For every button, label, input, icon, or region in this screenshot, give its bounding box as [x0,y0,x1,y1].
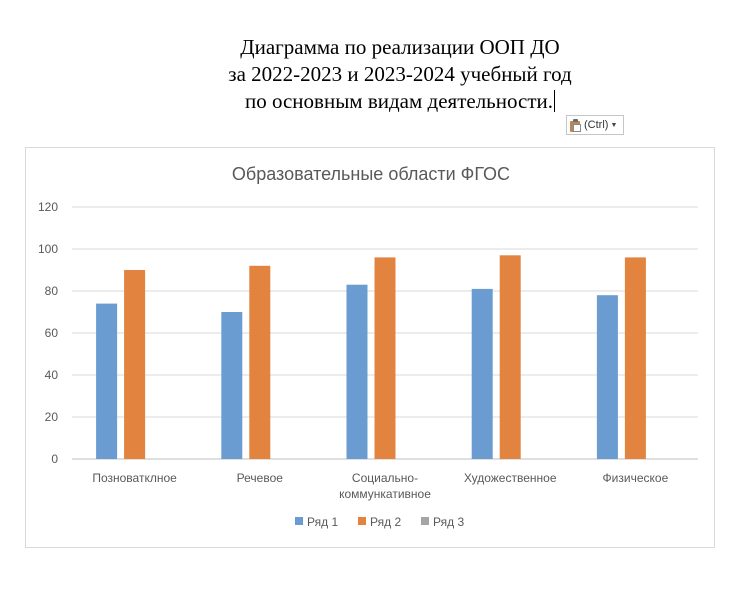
bar-series-1-cat-4 [471,288,493,459]
bar-series-2-cat-1 [124,270,146,459]
legend-swatch-2 [358,517,366,525]
x-tick-label-3-line-2: коммункативное [339,487,431,501]
paste-options-label: (Ctrl) [584,119,609,131]
legend-label-3: Ряд 3 [433,515,464,529]
y-tick-label-100: 100 [38,242,58,256]
document-title-line-2: за 2022-2023 и 2023-2024 учебный год [228,62,572,86]
x-tick-label-2: Речевое [237,471,284,485]
y-tick-label-60: 60 [45,326,59,340]
y-tick-label-80: 80 [45,284,59,298]
chart-title: Образовательные области ФГОС [232,164,510,184]
bar-series-2-cat-2 [249,265,271,459]
legend-swatch-1 [295,517,303,525]
y-tick-label-40: 40 [45,368,59,382]
x-tick-label-4: Художественное [464,471,557,485]
chevron-down-icon: ▼ [610,121,618,129]
y-tick-label-120: 120 [38,200,58,214]
bar-series-1-cat-3 [346,284,368,459]
x-tick-label-1: Позноватклное [92,471,177,485]
bar-chart: Образовательные области ФГОС 0 20 40 60 80 100… [38,164,698,529]
y-tick-label-20: 20 [45,410,59,424]
legend-swatch-3 [421,517,429,525]
bar-series-1-cat-2 [221,312,243,459]
legend-label-2: Ряд 2 [370,515,401,529]
chart-container[interactable]: Образовательные области ФГОС 0 20 40 60 80 100… [25,147,715,548]
bar-series-1-cat-5 [596,295,618,459]
document-title-line-1: Диаграмма по реализации ООП ДО [240,35,560,59]
bar-series-1-cat-1 [96,303,118,459]
clipboard-icon [570,118,582,132]
y-tick-label-0: 0 [51,452,58,466]
bar-series-2-cat-4 [499,255,521,459]
x-tick-label-3-line-1: Социально- [352,471,418,485]
bar-series-2-cat-5 [624,257,646,459]
document-title: Диаграмма по реализации ООП ДО за 2022-2… [150,34,650,115]
paste-options-button[interactable]: (Ctrl) ▼ [566,115,624,135]
bar-series-2-cat-3 [374,257,396,459]
legend-label-1: Ряд 1 [307,515,338,529]
x-tick-label-5: Физическое [603,471,669,485]
document-title-line-3-text: по основным видам деятельности. [244,89,554,113]
document-title-line-3: по основным видам деятельности. [150,88,650,115]
text-cursor [554,90,556,112]
